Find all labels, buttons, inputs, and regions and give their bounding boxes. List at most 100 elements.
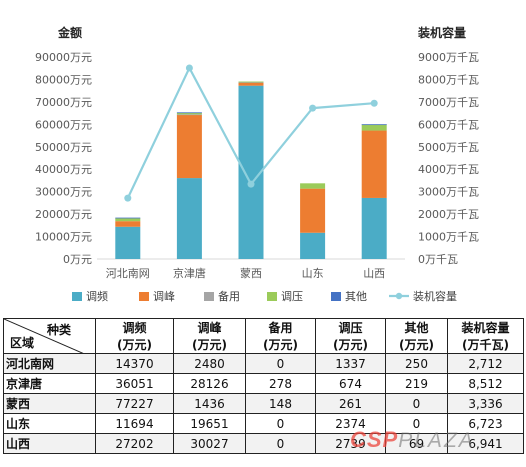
table-row: 河北南网 14370 2480 0 1337 250 2,712 — [3, 353, 524, 374]
table-row: 蒙西 77227 1436 148 261 0 3,336 — [3, 393, 524, 414]
header-line1: 调压 — [338, 321, 363, 335]
table-cell: 261 — [315, 393, 386, 414]
bar-segment-调压 — [300, 183, 326, 189]
table-row: 山东 11694 19651 0 2374 0 6,723 — [3, 413, 524, 434]
header-line1: 调峰 — [197, 321, 222, 335]
table-row: 京津唐 36051 28126 278 674 219 8,512 — [3, 373, 524, 394]
table-cell: 69 — [385, 433, 448, 454]
right-axis-title: 装机容量 — [417, 25, 466, 40]
right-tick-label: 5000万千瓦 — [418, 141, 479, 154]
legend-swatch-调压 — [267, 292, 277, 301]
table-header-cell: 调压 (万元) — [315, 318, 386, 354]
header-line2: (万元) — [333, 338, 368, 352]
left-tick-label: 60000万元 — [35, 118, 92, 131]
table-cell: 28126 — [173, 373, 246, 394]
table-cell: 19651 — [173, 413, 246, 434]
legend-label: 调频 — [86, 289, 108, 303]
table-cell: 6,723 — [447, 413, 524, 434]
left-tick-label: 80000万元 — [35, 73, 92, 86]
table-cell: 674 — [315, 373, 386, 394]
table-cell: 36051 — [95, 373, 174, 394]
table-header-cell: 其他 (万元) — [385, 318, 448, 354]
row-region: 山西 — [3, 433, 96, 454]
right-tick-label: 8000万千瓦 — [418, 73, 479, 86]
table-header-cell: 调频 (万元) — [95, 318, 174, 354]
bar-segment-其他 — [115, 217, 141, 219]
data-table: 种类 区域 调频 (万元) 调峰 (万元) 备用 (万元) 调压 (万元) 其他 (万元)… — [3, 318, 524, 454]
table-cell: 3,336 — [447, 393, 524, 414]
header-line1: 调频 — [122, 321, 147, 335]
bar-segment-调频 — [300, 232, 326, 259]
header-line2: (万元) — [399, 338, 434, 352]
header-line1: 装机容量 — [461, 321, 510, 335]
table-header-cell: 调峰 (万元) — [173, 318, 246, 354]
bar-segment-调压 — [238, 81, 264, 83]
table-cell: 11694 — [95, 413, 174, 434]
table-header-cell: 装机容量 (万千瓦) — [447, 318, 524, 354]
table-cell: 0 — [245, 353, 316, 374]
left-axis-title: 金额 — [57, 25, 82, 40]
legend-label: 装机容量 — [413, 289, 457, 303]
table-cell: 30027 — [173, 433, 246, 454]
left-tick-label: 20000万元 — [35, 208, 92, 221]
table-cell: 2,712 — [447, 353, 524, 374]
corner-bottom-label: 区域 — [10, 336, 35, 350]
bar-segment-调频 — [361, 197, 387, 259]
bar-segment-其他 — [361, 124, 387, 126]
row-region: 河北南网 — [3, 353, 96, 374]
left-tick-label: 70000万元 — [35, 96, 92, 109]
bar-segment-调频 — [115, 226, 141, 259]
right-tick-label: 0万千瓦 — [418, 253, 458, 266]
right-tick-label: 4000万千瓦 — [418, 163, 479, 176]
corner-diagonal — [4, 319, 83, 353]
bar-segment-调压 — [176, 112, 202, 115]
right-tick-label: 1000万千瓦 — [418, 231, 479, 244]
legend-swatch-调频 — [72, 292, 82, 301]
table-cell: 0 — [245, 413, 316, 434]
data-table-container: 种类 区域 调频 (万元) 调峰 (万元) 备用 (万元) 调压 (万元) 其他 (万元)… — [3, 318, 524, 454]
table-cell: 1337 — [315, 353, 386, 374]
left-tick-label: 0万元 — [63, 253, 92, 266]
header-line1: 其他 — [404, 321, 429, 335]
left-tick-label: 40000万元 — [35, 163, 92, 176]
table-cell: 27202 — [95, 433, 174, 454]
table-corner-cell: 种类 区域 — [3, 318, 96, 354]
bar-segment-调峰 — [361, 130, 387, 198]
table-cell: 2374 — [315, 413, 386, 434]
header-line2: (万元) — [117, 338, 152, 352]
table-cell: 278 — [245, 373, 316, 394]
legend-label: 调峰 — [153, 290, 175, 303]
left-tick-label: 90000万元 — [35, 51, 92, 64]
row-region: 蒙西 — [3, 393, 96, 414]
legend-label: 调压 — [281, 290, 303, 303]
legend-swatch-其他 — [331, 292, 341, 301]
bar-segment-调峰 — [176, 114, 202, 179]
bar-segment-调峰 — [238, 82, 264, 86]
table-cell: 14370 — [95, 353, 174, 374]
legend-swatch-调峰 — [139, 292, 149, 301]
table-cell: 77227 — [95, 393, 174, 414]
right-tick-label: 3000万千瓦 — [418, 186, 479, 199]
table-cell: 0 — [385, 413, 448, 434]
table-cell: 8,512 — [447, 373, 524, 394]
bar-segment-备用 — [238, 82, 264, 83]
capacity-marker — [370, 99, 378, 107]
bar-segment-其他 — [176, 112, 202, 114]
table-header-row: 种类 区域 调频 (万元) 调峰 (万元) 备用 (万元) 调压 (万元) 其他 (万元)… — [3, 318, 524, 354]
table-cell: 250 — [385, 353, 448, 374]
table-cell: 148 — [245, 393, 316, 414]
bar-segment-调压 — [115, 218, 141, 222]
legend-line-marker — [395, 292, 403, 300]
chart-area: 金额 装机容量 0万元 10000万元 20000万元 30000万元 40000万元 500… — [35, 25, 479, 303]
table-header-cell: 备用 (万元) — [245, 318, 316, 354]
table-cell: 2480 — [173, 353, 246, 374]
bar-segment-调峰 — [300, 188, 326, 233]
table-cell: 6,941 — [447, 433, 524, 454]
header-line2: (万元) — [192, 338, 227, 352]
x-tick-label: 蒙西 — [240, 267, 262, 280]
right-tick-label: 9000万千瓦 — [418, 51, 479, 64]
right-tick-label: 6000万千瓦 — [418, 118, 479, 131]
x-tick-label: 河北南网 — [106, 267, 150, 280]
header-line2: (万千瓦) — [462, 338, 509, 352]
bar-segment-调压 — [361, 124, 387, 131]
